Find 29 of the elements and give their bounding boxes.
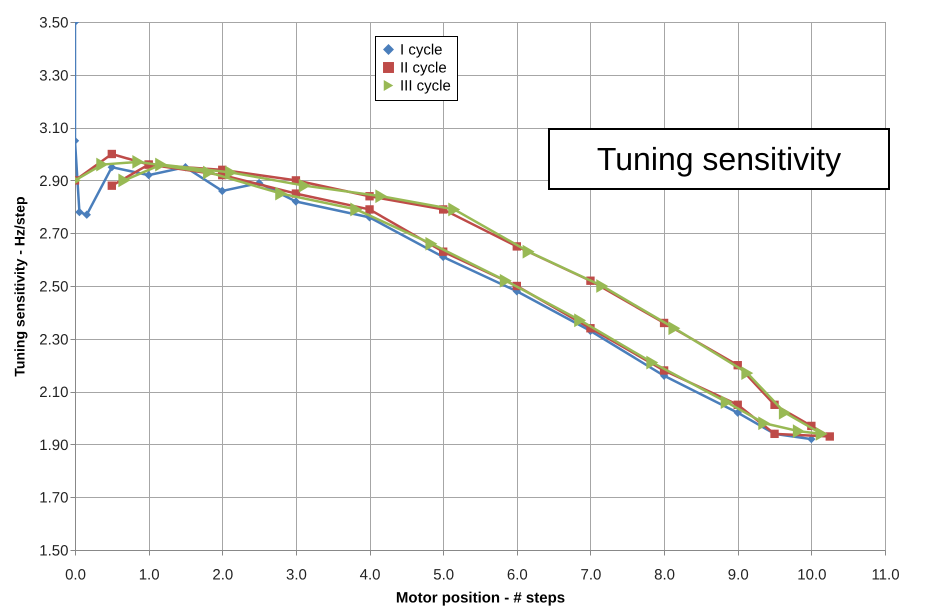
- x-tick-label: 2.0: [212, 566, 234, 584]
- x-tick-label: 0.0: [65, 566, 86, 584]
- x-tick-label: 5.0: [433, 566, 454, 584]
- x-tick-label: 10.0: [797, 566, 826, 584]
- note-box: Tuning sensitivity: [548, 128, 890, 190]
- x-tick-label: 6.0: [506, 566, 528, 584]
- y-tick-label: 1.70: [39, 490, 68, 507]
- x-tick-label: 11.0: [871, 566, 900, 584]
- y-tick-label: 2.70: [39, 226, 68, 243]
- x-tick-label: 9.0: [728, 566, 749, 584]
- legend-label: III cycle: [400, 78, 451, 94]
- y-tick-label: 2.90: [39, 172, 68, 190]
- y-tick-label: 2.50: [39, 278, 68, 296]
- y-tick-label: 1.90: [39, 436, 68, 454]
- x-tick-label: 3.0: [286, 566, 307, 584]
- y-tick-label: 2.10: [39, 384, 68, 402]
- x-tick-label: 1.0: [138, 566, 160, 584]
- legend-label: I cycle: [400, 42, 443, 58]
- x-tick-label: 8.0: [654, 566, 676, 584]
- legend-label: II cycle: [400, 60, 447, 76]
- y-tick-label: 3.10: [39, 120, 68, 138]
- y-axis-title: Tuning sensitivity - Hz/step: [11, 196, 28, 377]
- x-tick-label: 4.0: [360, 566, 380, 584]
- y-tick-label: 2.30: [39, 331, 68, 348]
- x-axis-title: Motor position - # steps: [396, 590, 566, 606]
- y-tick-label: 1.50: [39, 542, 68, 560]
- y-tick-label: 3.30: [39, 67, 68, 84]
- x-tick-label: 7.0: [580, 566, 602, 584]
- y-tick-label: 3.50: [39, 14, 68, 32]
